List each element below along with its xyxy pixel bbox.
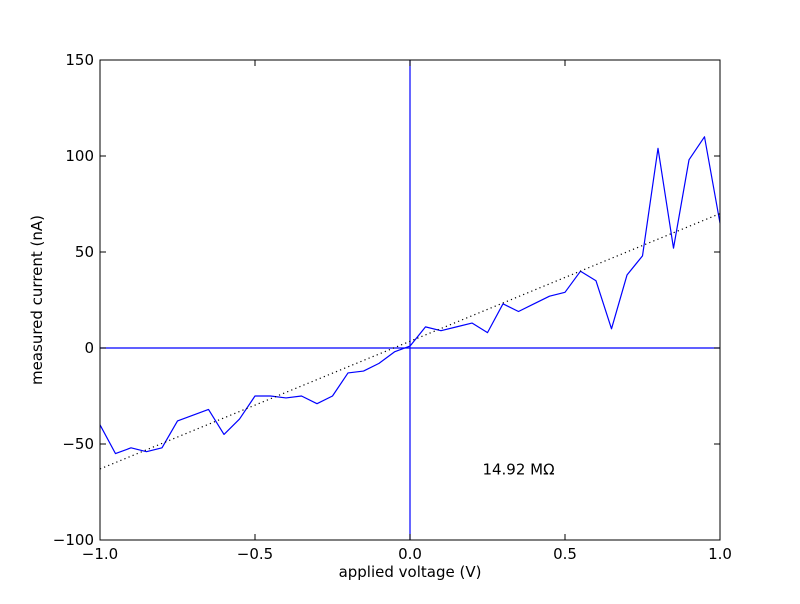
x-tick-label: −1.0 xyxy=(82,545,118,563)
plot-area: −1.0 −0.5 0.0 0.5 1.0 −100 −50 0 50 100 150 14.92 … xyxy=(53,51,732,563)
annotations: 14.92 MΩ xyxy=(482,461,554,479)
y-tick-label: 150 xyxy=(65,51,94,69)
x-tick-label: 0.5 xyxy=(553,545,577,563)
x-axis-label: applied voltage (V) xyxy=(339,563,482,581)
series-group xyxy=(99,136,721,470)
y-tick-label: −100 xyxy=(53,531,94,549)
measured-current-line xyxy=(99,136,721,455)
axis-ticks: −1.0 −0.5 0.0 0.5 1.0 −100 −50 0 50 100 150 xyxy=(53,51,732,563)
y-tick-label: −50 xyxy=(62,435,94,453)
x-tick-label: 1.0 xyxy=(708,545,732,563)
y-axis-label: measured current (nA) xyxy=(28,215,46,385)
reference-lines xyxy=(100,60,720,540)
fit-line xyxy=(99,213,721,470)
y-tick-label: 0 xyxy=(84,339,94,357)
resistance-annotation: 14.92 MΩ xyxy=(482,461,554,479)
y-tick-label: 50 xyxy=(75,243,94,261)
x-tick-label: −0.5 xyxy=(237,545,273,563)
x-tick-label: 0.0 xyxy=(398,545,422,563)
y-tick-label: 100 xyxy=(65,147,94,165)
